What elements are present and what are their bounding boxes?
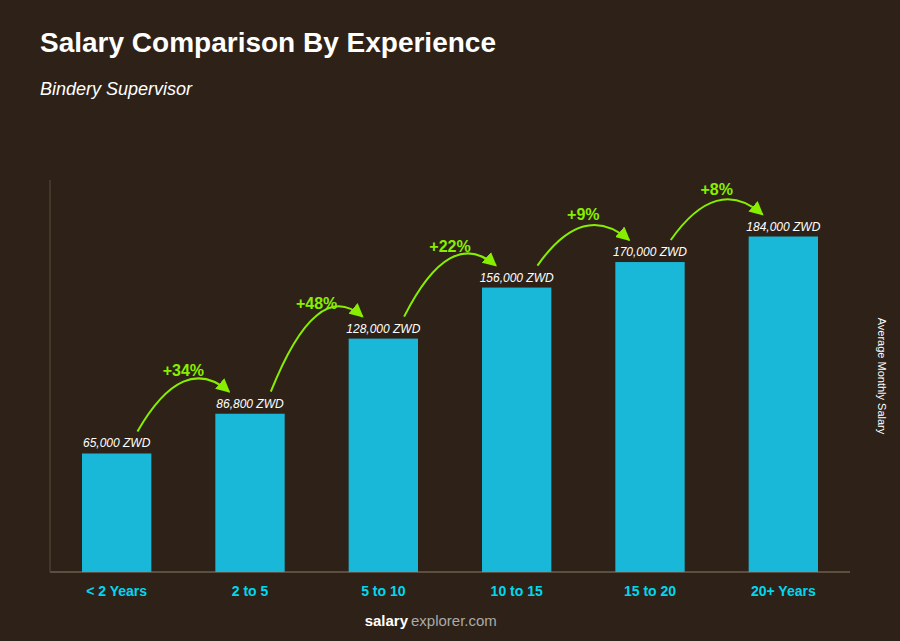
value-label: 86,800 ZWD: [216, 397, 284, 411]
x-axis-line: [50, 572, 850, 573]
bar: [215, 414, 284, 572]
bar: [349, 339, 418, 572]
change-label: +9%: [567, 206, 599, 223]
x-tick-label: < 2 Years: [86, 583, 147, 599]
value-label: 170,000 ZWD: [613, 245, 687, 259]
bar: [482, 288, 551, 572]
change-label: +22%: [429, 238, 470, 255]
change-arrow: [404, 253, 496, 316]
value-label: 65,000 ZWD: [83, 436, 151, 450]
chart-svg: Salary Comparison By Experience Bindery S…: [0, 0, 900, 641]
value-label: 128,000 ZWD: [346, 322, 420, 336]
change-label: +8%: [700, 181, 732, 198]
bar: [749, 237, 818, 572]
x-tick-label: 15 to 20: [624, 583, 676, 599]
value-label: 156,000 ZWD: [480, 271, 554, 285]
change-arrow: [271, 306, 363, 391]
value-label: 184,000 ZWD: [746, 220, 820, 234]
y-axis-label: Average Monthly Salary: [876, 318, 888, 435]
change-label: +48%: [296, 295, 337, 312]
background: [0, 0, 900, 641]
change-label: +34%: [163, 362, 204, 379]
y-axis-line: [50, 180, 51, 572]
change-arrow: [671, 199, 763, 240]
subtitle: Bindery Supervisor: [40, 79, 193, 99]
bar: [615, 262, 684, 572]
title: Salary Comparison By Experience: [40, 27, 496, 58]
x-tick-label: 10 to 15: [491, 583, 543, 599]
footer-normal: explorer.com: [411, 612, 497, 629]
bar: [82, 453, 151, 572]
change-arrow: [537, 225, 629, 266]
x-tick-label: 20+ Years: [751, 583, 816, 599]
x-tick-label: 5 to 10: [361, 583, 406, 599]
change-arrow: [137, 378, 229, 431]
footer-bold: salary: [365, 612, 409, 629]
x-tick-label: 2 to 5: [232, 583, 269, 599]
bars: [82, 237, 818, 572]
chart-container: Salary Comparison By Experience Bindery S…: [0, 0, 900, 641]
